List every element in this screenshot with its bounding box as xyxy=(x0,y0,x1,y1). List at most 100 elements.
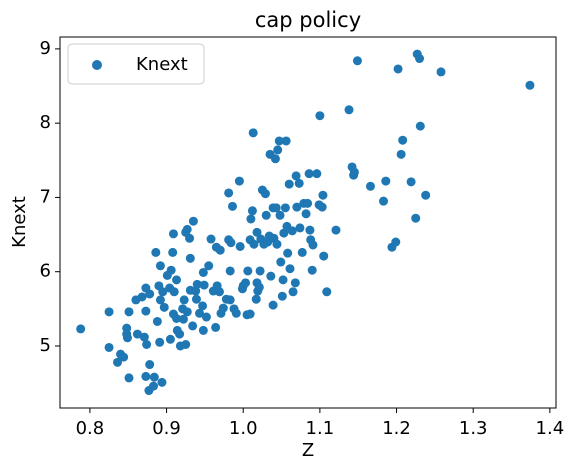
point xyxy=(393,64,403,74)
point xyxy=(249,239,259,249)
point xyxy=(234,176,244,186)
x-tick-label: 1.4 xyxy=(536,418,565,439)
point xyxy=(201,312,211,322)
point xyxy=(188,321,198,331)
point xyxy=(352,56,362,66)
point xyxy=(214,287,224,297)
point xyxy=(277,291,287,301)
point xyxy=(185,233,195,243)
point xyxy=(104,307,114,317)
point xyxy=(255,266,265,276)
point xyxy=(168,247,178,257)
point xyxy=(266,271,276,281)
point xyxy=(195,308,205,318)
point xyxy=(158,287,168,297)
point xyxy=(415,54,425,64)
x-tick-label: 1.1 xyxy=(306,418,335,439)
point xyxy=(285,264,295,274)
point xyxy=(279,228,289,238)
point xyxy=(137,292,147,302)
point xyxy=(252,227,262,237)
y-tick-label: 8 xyxy=(40,112,51,133)
point xyxy=(76,324,86,334)
point xyxy=(344,105,354,115)
point xyxy=(104,342,114,352)
point xyxy=(276,257,286,267)
point xyxy=(145,289,155,299)
x-tick-label: 0.9 xyxy=(152,418,181,439)
point xyxy=(149,372,159,382)
point xyxy=(141,306,151,316)
point xyxy=(155,295,165,305)
x-axis-label: Z xyxy=(302,440,314,461)
point xyxy=(226,238,236,248)
point xyxy=(155,337,165,347)
point xyxy=(421,190,431,200)
point xyxy=(297,247,307,257)
point xyxy=(224,188,234,198)
point xyxy=(281,136,291,146)
point xyxy=(290,278,300,288)
y-tick-label: 7 xyxy=(40,186,51,207)
point xyxy=(349,167,359,177)
point xyxy=(124,307,134,317)
point xyxy=(157,377,167,387)
point xyxy=(231,308,241,318)
point xyxy=(248,128,258,138)
point xyxy=(411,213,421,223)
point xyxy=(331,225,341,235)
point xyxy=(391,237,401,247)
point xyxy=(159,302,169,312)
y-tick-label: 6 xyxy=(40,261,51,282)
point xyxy=(145,360,155,370)
point xyxy=(166,265,176,275)
point xyxy=(294,178,304,188)
point xyxy=(211,322,221,332)
point xyxy=(225,266,235,276)
point xyxy=(155,261,165,271)
point xyxy=(182,224,192,234)
point xyxy=(322,287,332,297)
point xyxy=(198,301,208,311)
point xyxy=(188,216,198,226)
point xyxy=(317,202,327,212)
point xyxy=(304,169,314,179)
point xyxy=(179,295,189,305)
point xyxy=(191,294,201,304)
point xyxy=(227,201,237,211)
point xyxy=(268,300,278,310)
point xyxy=(172,275,182,285)
point xyxy=(270,154,280,164)
point xyxy=(525,80,535,90)
point xyxy=(381,176,391,186)
point xyxy=(272,239,282,249)
point xyxy=(415,121,425,131)
point xyxy=(206,234,216,244)
point xyxy=(192,279,202,289)
point xyxy=(319,251,329,261)
point xyxy=(204,261,214,271)
point xyxy=(152,316,162,326)
point xyxy=(218,303,228,313)
point xyxy=(241,278,251,288)
point xyxy=(246,214,256,224)
point xyxy=(149,381,159,391)
point xyxy=(119,352,129,362)
point xyxy=(168,229,178,239)
plot-frame xyxy=(59,36,557,409)
point xyxy=(198,325,208,335)
point xyxy=(278,275,288,285)
point xyxy=(307,265,317,275)
legend: Knext xyxy=(67,43,205,85)
point xyxy=(280,203,290,213)
point xyxy=(139,332,149,342)
x-tick-label: 0.8 xyxy=(76,418,105,439)
point xyxy=(112,357,122,367)
point xyxy=(181,339,191,349)
chart-title: cap policy xyxy=(255,8,361,32)
point xyxy=(303,198,313,208)
point xyxy=(274,136,284,146)
point xyxy=(215,245,225,255)
point xyxy=(225,295,235,305)
